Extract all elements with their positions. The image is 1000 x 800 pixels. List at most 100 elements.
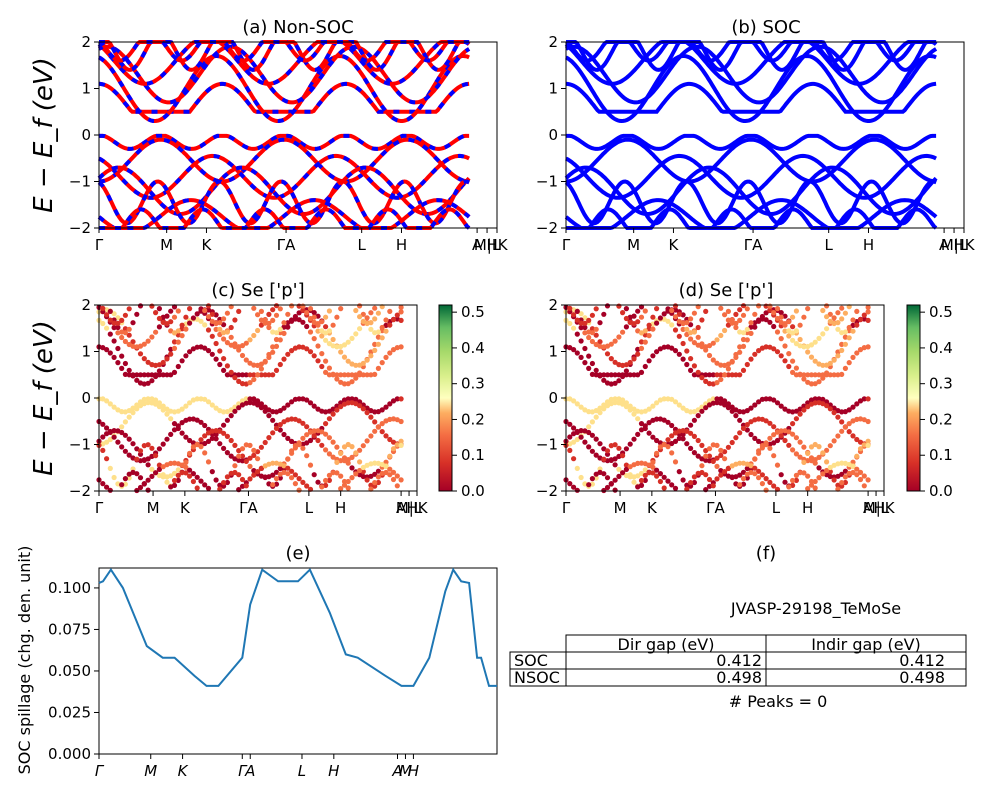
panel-d-point bbox=[612, 477, 618, 483]
panel-c-point bbox=[175, 363, 181, 370]
panel-c-point bbox=[311, 336, 317, 342]
panel-d-point bbox=[703, 453, 709, 459]
panel-c-point bbox=[341, 444, 348, 450]
panel-c-point bbox=[202, 450, 208, 456]
panel-d-point bbox=[801, 344, 807, 350]
panel-c-point bbox=[372, 305, 378, 311]
panel-c-point bbox=[137, 484, 144, 491]
panel-d-point bbox=[824, 447, 830, 453]
panel-c-point bbox=[319, 319, 325, 325]
panel-c-point bbox=[345, 396, 351, 402]
panel-c-point bbox=[289, 416, 295, 422]
table-soc-indir: 0.412 bbox=[899, 651, 945, 670]
panel-d-point bbox=[793, 477, 800, 483]
panel-d-ytick-label: −2 bbox=[536, 482, 558, 500]
panel-c-point bbox=[205, 327, 212, 333]
colorbar-c-ticks: 0.5 0.4 0.3 0.2 0.1 0.0 bbox=[452, 303, 485, 500]
panel-c-xtick-label: H bbox=[335, 499, 346, 517]
panel-c-point bbox=[289, 399, 295, 405]
panel-d-point bbox=[688, 430, 694, 436]
panel-d-title: (d) Se ['p'] bbox=[679, 280, 774, 301]
panel-c-point bbox=[323, 447, 329, 453]
panel-c-point bbox=[194, 441, 200, 448]
panel-c-point bbox=[134, 377, 140, 383]
panel-d-point bbox=[737, 417, 743, 423]
panel-c-point bbox=[285, 351, 291, 357]
panel-d-point bbox=[635, 416, 641, 422]
panel-c-point bbox=[175, 328, 181, 334]
panel-c-point bbox=[360, 318, 366, 324]
panel-c-point bbox=[255, 456, 261, 462]
panel-c-point bbox=[224, 433, 230, 439]
band-ylabel-mid: E − E_f (eV) bbox=[29, 320, 59, 476]
panel-d-point bbox=[703, 405, 709, 411]
panel-d-point bbox=[684, 320, 690, 326]
panel-e-xtick-label: L bbox=[298, 762, 306, 780]
panel-c-point bbox=[338, 306, 344, 312]
panel-c-point bbox=[228, 334, 234, 340]
panel-b-ytick-label: 1 bbox=[548, 80, 558, 98]
panel-d-point bbox=[820, 471, 826, 477]
panel-c-point bbox=[270, 372, 276, 378]
panel-c-point bbox=[300, 420, 306, 426]
panel-d-point bbox=[718, 376, 724, 383]
panel-d-point bbox=[665, 318, 671, 324]
panel-d-point bbox=[763, 310, 769, 316]
panel-c-point bbox=[104, 484, 110, 490]
panel-d-point bbox=[706, 476, 713, 483]
panel-d-xtick-label: K bbox=[647, 499, 658, 517]
panel-d-point bbox=[865, 396, 871, 402]
panel-d-point bbox=[684, 361, 690, 368]
panel-d-point bbox=[582, 320, 588, 326]
panel-c-point bbox=[300, 303, 306, 309]
panel-c-point bbox=[119, 353, 125, 359]
panel-c-point bbox=[179, 470, 185, 476]
panel-c-ytick-label: 0 bbox=[81, 389, 91, 407]
panel-d-point bbox=[582, 360, 588, 366]
panel-c-point bbox=[379, 335, 385, 341]
panel-c-point bbox=[194, 311, 200, 317]
panel-d-point bbox=[676, 402, 682, 408]
panel-c-point bbox=[270, 460, 276, 466]
panel-a-band-10-overlay bbox=[97, 179, 470, 226]
panel-d-point bbox=[763, 396, 769, 402]
panel-a-xtick-label: H bbox=[396, 236, 407, 254]
panel-d-point bbox=[839, 305, 845, 311]
panel-c-point bbox=[255, 402, 261, 408]
panel-c-point bbox=[273, 476, 280, 482]
panel-d-point bbox=[790, 421, 796, 427]
panel-c-point bbox=[122, 432, 128, 438]
panel-d-point bbox=[865, 344, 871, 350]
panel-d-point bbox=[816, 335, 822, 341]
panel-c-point bbox=[345, 372, 351, 378]
panel-d-point bbox=[714, 380, 720, 386]
panel-c-point bbox=[213, 340, 219, 347]
panel-c-point bbox=[353, 471, 359, 477]
panel-c-point bbox=[119, 429, 125, 436]
panel-d-point bbox=[805, 404, 811, 410]
panel-d-point bbox=[654, 349, 660, 355]
panel-a-xtick-label: M bbox=[160, 236, 173, 254]
panel-c-point bbox=[221, 430, 227, 436]
panel-d-point bbox=[763, 442, 769, 448]
panel-c-point bbox=[104, 325, 110, 331]
panel-e-xtick-label: Γ bbox=[238, 762, 248, 780]
panel-c-point bbox=[338, 404, 344, 410]
panel-c-point bbox=[145, 477, 151, 483]
panel-d-point bbox=[729, 439, 735, 446]
panel-c-point bbox=[160, 472, 166, 478]
panel-d-point bbox=[589, 338, 596, 345]
panel-d-point bbox=[672, 459, 679, 465]
panel-c-point bbox=[300, 435, 306, 441]
panel-d-point bbox=[767, 479, 773, 485]
panel-d-point bbox=[778, 428, 784, 434]
panel-d-point bbox=[604, 351, 611, 357]
panel-d-point bbox=[740, 303, 747, 309]
panel-d-point bbox=[756, 438, 762, 444]
panel-b-band-5 bbox=[566, 40, 937, 63]
panel-d-point bbox=[748, 463, 754, 469]
panel-d-point bbox=[824, 370, 830, 376]
panel-d-point bbox=[835, 353, 841, 359]
panel-d-point bbox=[839, 371, 845, 377]
panel-c-point bbox=[341, 372, 348, 378]
